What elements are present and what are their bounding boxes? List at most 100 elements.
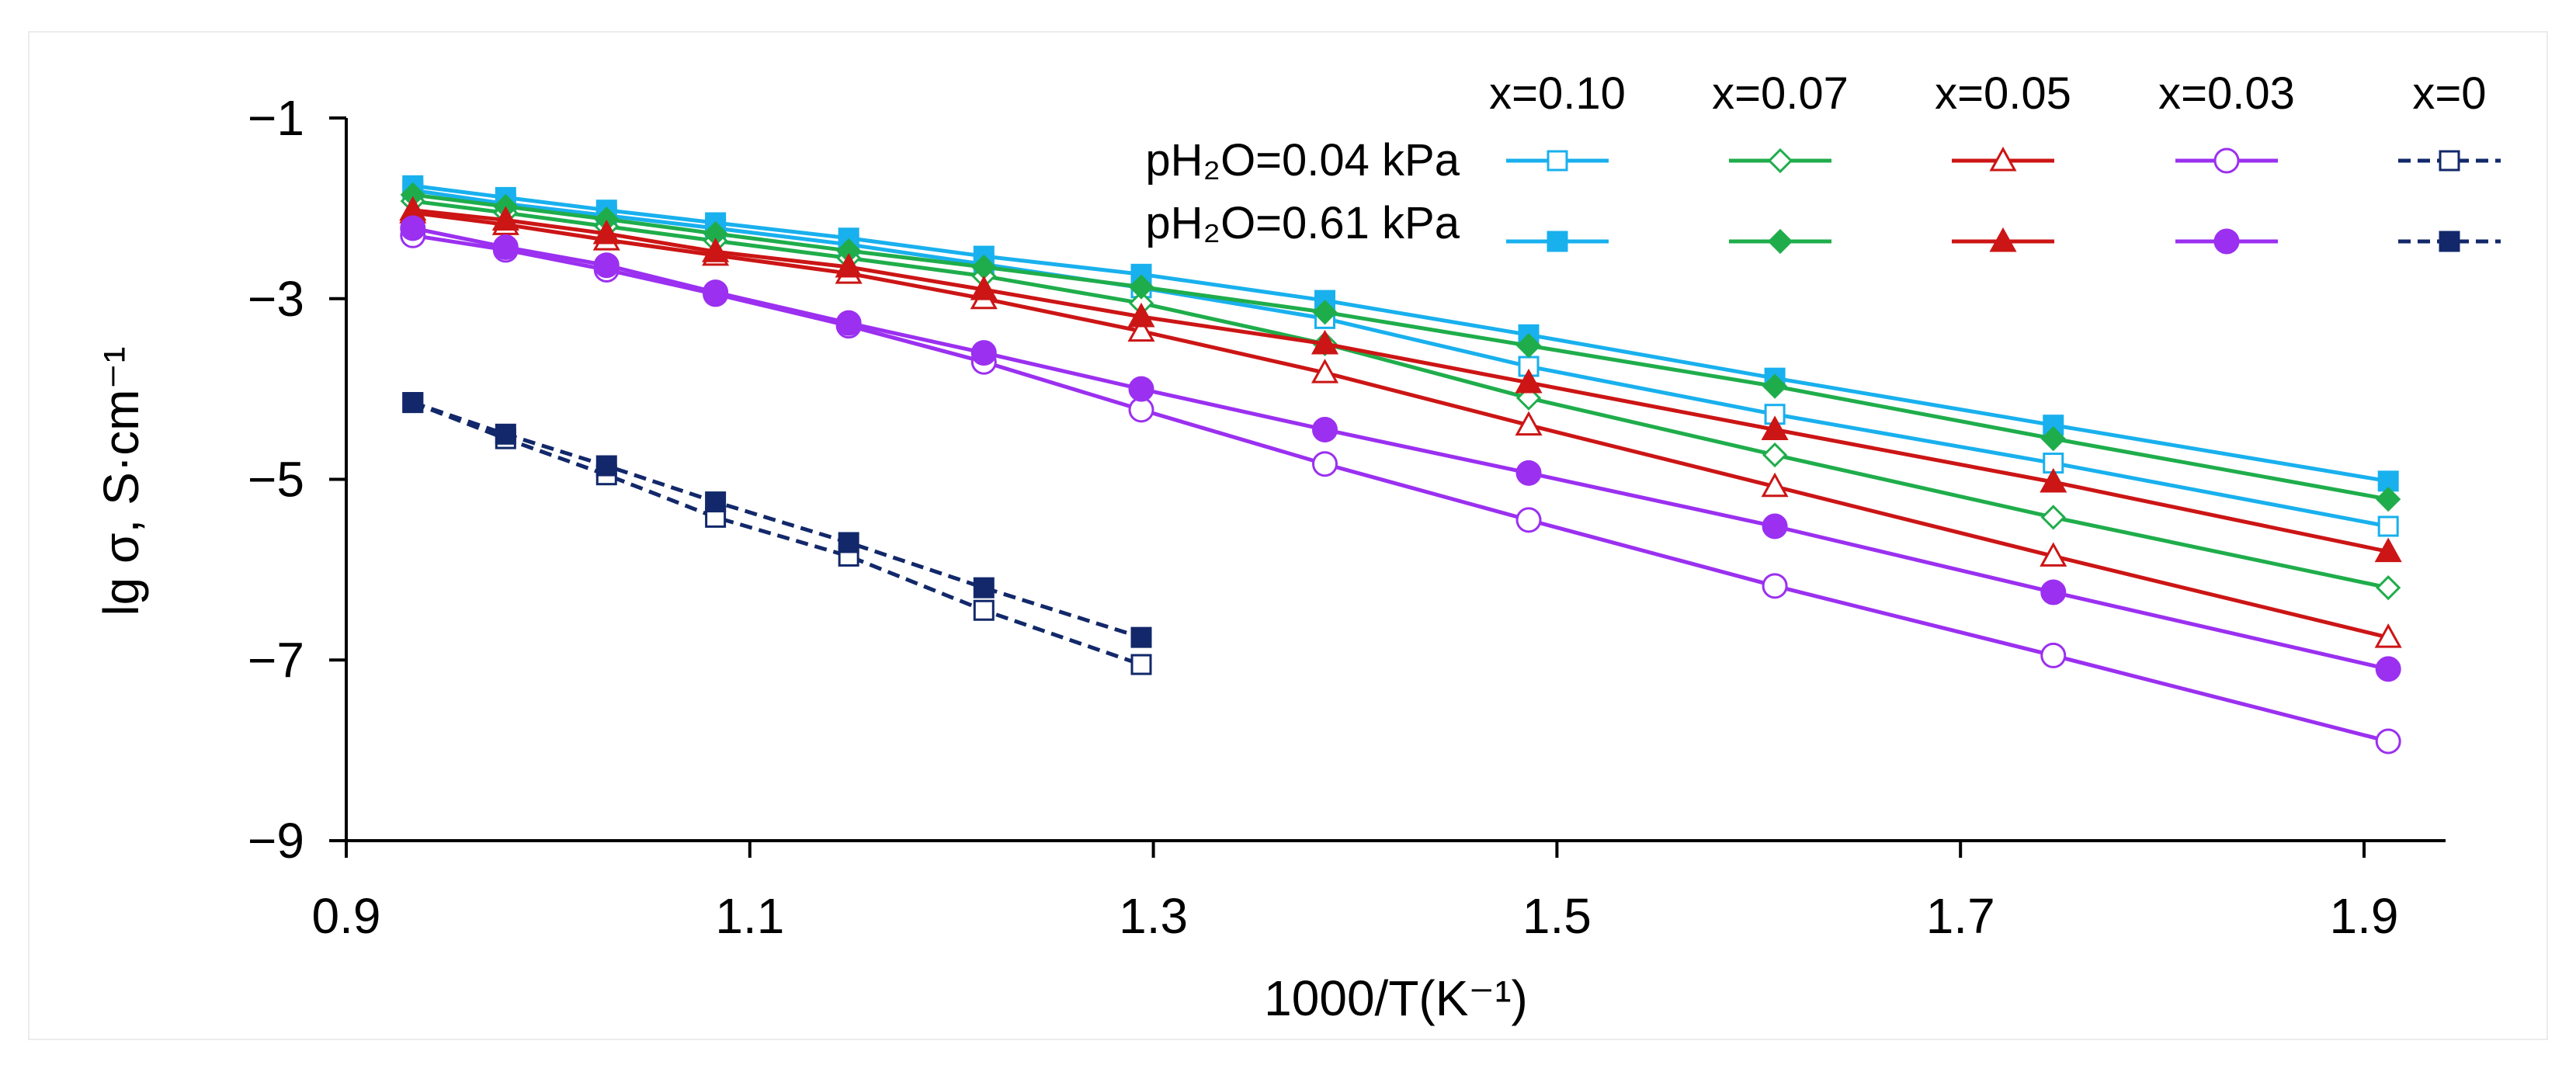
- axis-ticks: −1 −3 −5 −7 −90.9 1.1 1.3 1.5 1.7 1.9: [248, 90, 2398, 944]
- legend-marker: [1989, 146, 2017, 172]
- data-point: [1128, 274, 1154, 300]
- data-point: [973, 577, 995, 598]
- y-tick-label: −3: [248, 271, 304, 327]
- legend-marker: [2439, 150, 2460, 172]
- data-point: [1127, 302, 1155, 328]
- series-line: [411, 401, 1142, 667]
- data-point: [1761, 415, 1789, 440]
- data-series: [400, 215, 2401, 682]
- legend-column-header: x=0: [2412, 68, 2486, 119]
- data-point: [1311, 359, 1339, 383]
- data-point: [1515, 368, 1543, 394]
- legend-row-label: pH₂O=0.61 kPa: [1145, 198, 1460, 248]
- data-point: [592, 219, 620, 245]
- legend-samples: [1506, 146, 2501, 255]
- legend-marker: [2213, 147, 2240, 174]
- series-line: [412, 193, 2389, 501]
- y-tick-label: −7: [248, 632, 304, 688]
- legend-column-header: x=0.05: [1935, 68, 2071, 119]
- data-point: [1128, 376, 1154, 402]
- data-point: [2374, 537, 2402, 563]
- data-point: [593, 252, 620, 279]
- data-point: [1761, 472, 1789, 498]
- legend-marker: [1547, 231, 1568, 252]
- data-point: [1762, 573, 1788, 599]
- data-point: [835, 310, 862, 336]
- series-line: [412, 208, 2389, 554]
- legend-marker: [2213, 228, 2240, 255]
- x-tick-label: 1.9: [2330, 888, 2399, 944]
- data-point: [400, 215, 426, 241]
- x-tick-label: 0.9: [312, 888, 381, 944]
- data-series: [400, 182, 2401, 512]
- data-point: [402, 392, 424, 414]
- series-line: [412, 183, 2389, 484]
- data-point: [970, 276, 998, 300]
- data-point: [1312, 300, 1338, 325]
- legend-marker: [2439, 231, 2460, 252]
- data-point: [2376, 486, 2401, 512]
- series-line: [412, 199, 2389, 590]
- series-line: [412, 226, 2389, 671]
- legend-marker: [1767, 228, 1793, 255]
- data-series: [402, 392, 1152, 648]
- legend-column-header: x=0.03: [2158, 68, 2295, 119]
- data-point: [1515, 507, 1542, 533]
- legend-column-header: x=0.10: [1489, 68, 1626, 119]
- x-tick-label: 1.5: [1522, 888, 1592, 944]
- data-point: [2040, 642, 2067, 668]
- chart-frame: [28, 31, 2548, 1040]
- data-point: [491, 206, 519, 231]
- data-point: [2040, 542, 2067, 567]
- data-point: [1127, 317, 1155, 342]
- data-series: [399, 199, 2402, 648]
- y-tick-label: −1: [248, 90, 304, 146]
- legend-marker: [1989, 227, 2017, 252]
- legend: x=0.10 x=0.07 x=0.05 x=0.03 x=0 pH₂O=0.0…: [1145, 68, 2501, 255]
- data-point: [2040, 467, 2067, 493]
- series-line: [411, 401, 1142, 640]
- data-point: [495, 423, 516, 445]
- data-series: [399, 196, 2402, 563]
- legend-column-header: x=0.07: [1712, 68, 1849, 119]
- data-point: [1762, 373, 1788, 399]
- data-point: [1312, 451, 1338, 477]
- series-line: [412, 233, 2389, 744]
- x-tick-label: 1.3: [1119, 888, 1188, 944]
- data-point: [2040, 505, 2066, 530]
- data-point: [595, 455, 617, 477]
- y-tick-label: −5: [248, 452, 304, 508]
- data-point: [492, 234, 519, 260]
- series-layer: [399, 175, 2402, 755]
- y-axis-title: lg σ, S·cm⁻¹: [93, 346, 149, 616]
- data-point: [1762, 442, 1788, 468]
- data-point: [835, 252, 863, 278]
- x-tick-label: 1.1: [715, 888, 784, 944]
- data-point: [973, 599, 995, 621]
- data-point: [1515, 460, 1542, 486]
- legend-row-label: pH₂O=0.04 kPa: [1145, 135, 1460, 186]
- data-point: [2377, 515, 2399, 537]
- data-point: [1762, 513, 1788, 539]
- legend-marker: [1547, 150, 1568, 172]
- data-point: [1311, 329, 1339, 355]
- data-series: [400, 222, 2401, 755]
- data-point: [703, 279, 729, 306]
- data-point: [838, 532, 859, 553]
- x-axis-title: 1000/T(K⁻¹): [1264, 970, 1528, 1026]
- data-point: [2040, 426, 2066, 452]
- data-point: [702, 238, 730, 262]
- data-point: [2374, 623, 2402, 648]
- legend-marker: [1767, 147, 1793, 174]
- data-point: [2040, 579, 2067, 605]
- data-point: [1515, 411, 1543, 436]
- data-point: [2375, 656, 2401, 682]
- data-point: [2375, 728, 2401, 755]
- series-line: [412, 210, 2389, 640]
- data-point: [705, 491, 727, 513]
- data-point: [970, 340, 997, 366]
- data-point: [1312, 416, 1338, 442]
- x-tick-label: 1.7: [1926, 888, 1995, 944]
- data-point: [1130, 626, 1152, 648]
